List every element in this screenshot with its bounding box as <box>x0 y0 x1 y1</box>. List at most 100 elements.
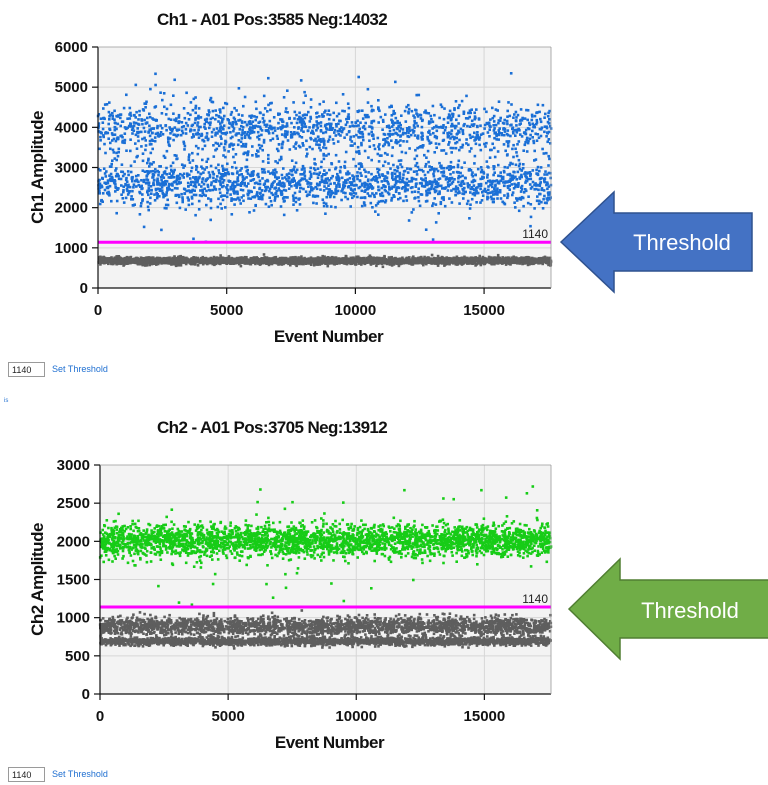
point <box>543 260 546 263</box>
point <box>437 212 440 215</box>
point <box>445 256 448 259</box>
point <box>142 260 145 263</box>
point <box>116 256 119 260</box>
point <box>230 187 234 190</box>
point <box>540 200 543 204</box>
point <box>108 174 111 177</box>
point <box>305 179 308 182</box>
point <box>268 196 271 199</box>
point <box>211 261 215 264</box>
point <box>176 193 179 197</box>
point <box>188 262 192 265</box>
point <box>506 173 509 176</box>
point <box>230 262 234 265</box>
point <box>524 171 527 174</box>
point <box>239 257 242 261</box>
point <box>138 213 142 216</box>
point <box>345 172 348 175</box>
point <box>314 185 317 189</box>
point <box>310 260 313 264</box>
point <box>164 257 167 260</box>
point <box>224 257 228 261</box>
point <box>400 165 404 169</box>
point <box>190 258 193 261</box>
point <box>301 164 305 168</box>
point <box>387 256 391 259</box>
point <box>299 173 302 176</box>
point <box>352 184 356 187</box>
point <box>259 261 262 264</box>
point <box>251 195 254 199</box>
point <box>337 160 341 163</box>
point <box>159 260 163 263</box>
point <box>150 189 153 192</box>
point <box>146 261 150 264</box>
point <box>294 171 298 174</box>
point <box>318 263 322 266</box>
point <box>257 262 260 265</box>
point <box>417 196 420 199</box>
point <box>348 258 352 262</box>
point <box>542 256 545 259</box>
point <box>371 206 374 209</box>
point <box>149 260 152 263</box>
point <box>422 263 425 267</box>
point <box>155 196 159 200</box>
point <box>529 177 533 181</box>
point <box>506 194 510 198</box>
point <box>125 180 129 183</box>
point <box>496 253 500 257</box>
point <box>458 202 461 205</box>
point <box>359 262 363 266</box>
point <box>201 259 204 262</box>
point <box>503 165 507 169</box>
point <box>236 259 239 262</box>
point <box>505 259 508 263</box>
point <box>538 169 541 173</box>
point <box>448 179 452 182</box>
point <box>185 256 188 260</box>
point <box>317 258 320 261</box>
point <box>496 259 500 263</box>
point <box>104 259 108 262</box>
point <box>274 192 277 195</box>
point <box>541 207 545 210</box>
point <box>515 178 518 181</box>
point <box>474 258 477 262</box>
point <box>458 258 461 261</box>
point <box>286 196 289 199</box>
point <box>101 200 104 203</box>
point <box>221 194 224 197</box>
point <box>219 262 222 266</box>
point <box>193 181 196 184</box>
point <box>314 260 317 263</box>
point <box>479 182 483 186</box>
point <box>446 189 450 192</box>
point <box>231 258 235 261</box>
point <box>434 261 437 264</box>
point <box>492 167 496 171</box>
point <box>335 184 338 187</box>
point <box>241 188 245 192</box>
point <box>218 179 221 183</box>
point <box>414 185 418 188</box>
point <box>393 258 397 261</box>
point <box>344 254 348 258</box>
point <box>470 256 474 260</box>
point <box>352 259 356 262</box>
point <box>223 171 227 175</box>
point <box>267 153 270 157</box>
point <box>111 261 115 265</box>
point <box>413 190 417 193</box>
point <box>109 259 112 262</box>
point <box>268 260 272 263</box>
point <box>298 259 301 262</box>
point <box>158 256 161 260</box>
point <box>259 195 263 198</box>
point <box>448 260 452 263</box>
point <box>423 255 426 259</box>
point <box>414 261 418 264</box>
point <box>162 258 166 262</box>
point <box>187 155 191 159</box>
